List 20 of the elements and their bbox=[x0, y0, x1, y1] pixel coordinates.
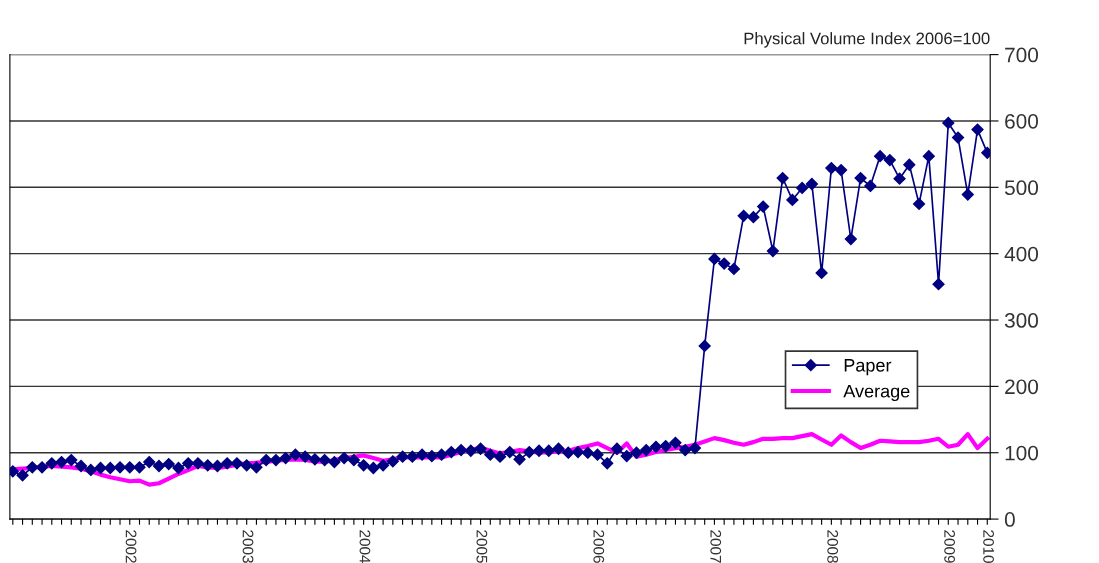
y-tick-label: 300 bbox=[1004, 313, 1039, 328]
legend-label: Paper bbox=[844, 359, 892, 376]
x-tick-label: 2004 bbox=[359, 530, 371, 563]
y-tick-label: 500 bbox=[1004, 180, 1039, 196]
x-tick-label: 2003 bbox=[242, 530, 254, 563]
y-tick-label: 100 bbox=[1005, 445, 1039, 461]
x-tick-label: 2009 bbox=[944, 530, 956, 563]
legend-label: Average bbox=[843, 384, 910, 402]
y-axis-title: Physical Volume Index 2006=100 bbox=[744, 32, 990, 48]
x-tick-label: 2006 bbox=[593, 530, 605, 563]
y-tick-label: 400 bbox=[1004, 246, 1039, 262]
y-tick-label: 200 bbox=[1005, 379, 1039, 395]
x-tick-label: 2010 bbox=[983, 530, 994, 563]
x-tick-label: 2007 bbox=[710, 530, 722, 563]
y-tick-label: 700 bbox=[1005, 47, 1039, 63]
y-tick-label: 0 bbox=[1004, 512, 1015, 527]
y-tick-label: 600 bbox=[1005, 113, 1039, 129]
x-tick-label: 2002 bbox=[125, 530, 137, 563]
x-tick-label: 2008 bbox=[827, 530, 839, 563]
x-tick-label: 2005 bbox=[476, 530, 488, 563]
